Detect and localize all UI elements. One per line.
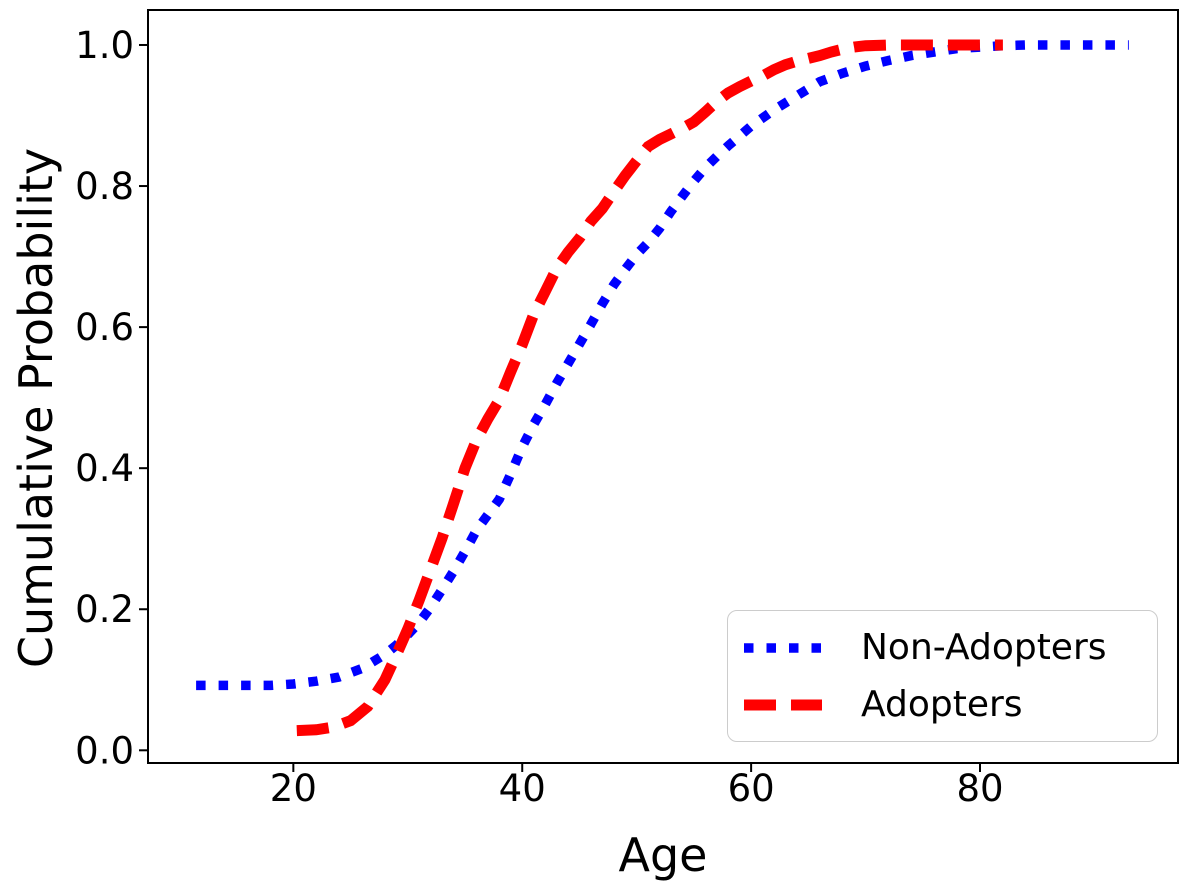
y-tick-label: 0.0 [75,729,134,772]
legend-label-adopters: Adopters [861,683,1023,725]
x-tick-label: 60 [728,767,775,810]
legend-dashed-line-sample [744,699,822,710]
y-axis-label: Cumulative Probability [9,147,63,669]
legend-item-non-adopters: Non-Adopters [742,628,1157,668]
legend: Non-Adopters Adopters [727,610,1158,742]
legend-dotted-line-sample [744,642,822,653]
x-axis-label: Age [618,828,708,882]
y-tick-label: 0.2 [75,588,134,631]
plot-frame [147,9,1179,764]
y-tick-label: 0.4 [75,447,134,490]
y-tick-label: 1.0 [75,24,134,67]
x-tick-label: 40 [499,767,546,810]
y-tick-label: 0.6 [75,306,134,349]
legend-label-non-adopters: Non-Adopters [861,626,1107,668]
y-tick-label: 0.8 [75,165,134,208]
x-tick-label: 20 [270,767,317,810]
legend-item-adopters: Adopters [742,685,1157,725]
x-tick-label: 80 [956,767,1003,810]
series-line-adopters [296,39,1003,737]
